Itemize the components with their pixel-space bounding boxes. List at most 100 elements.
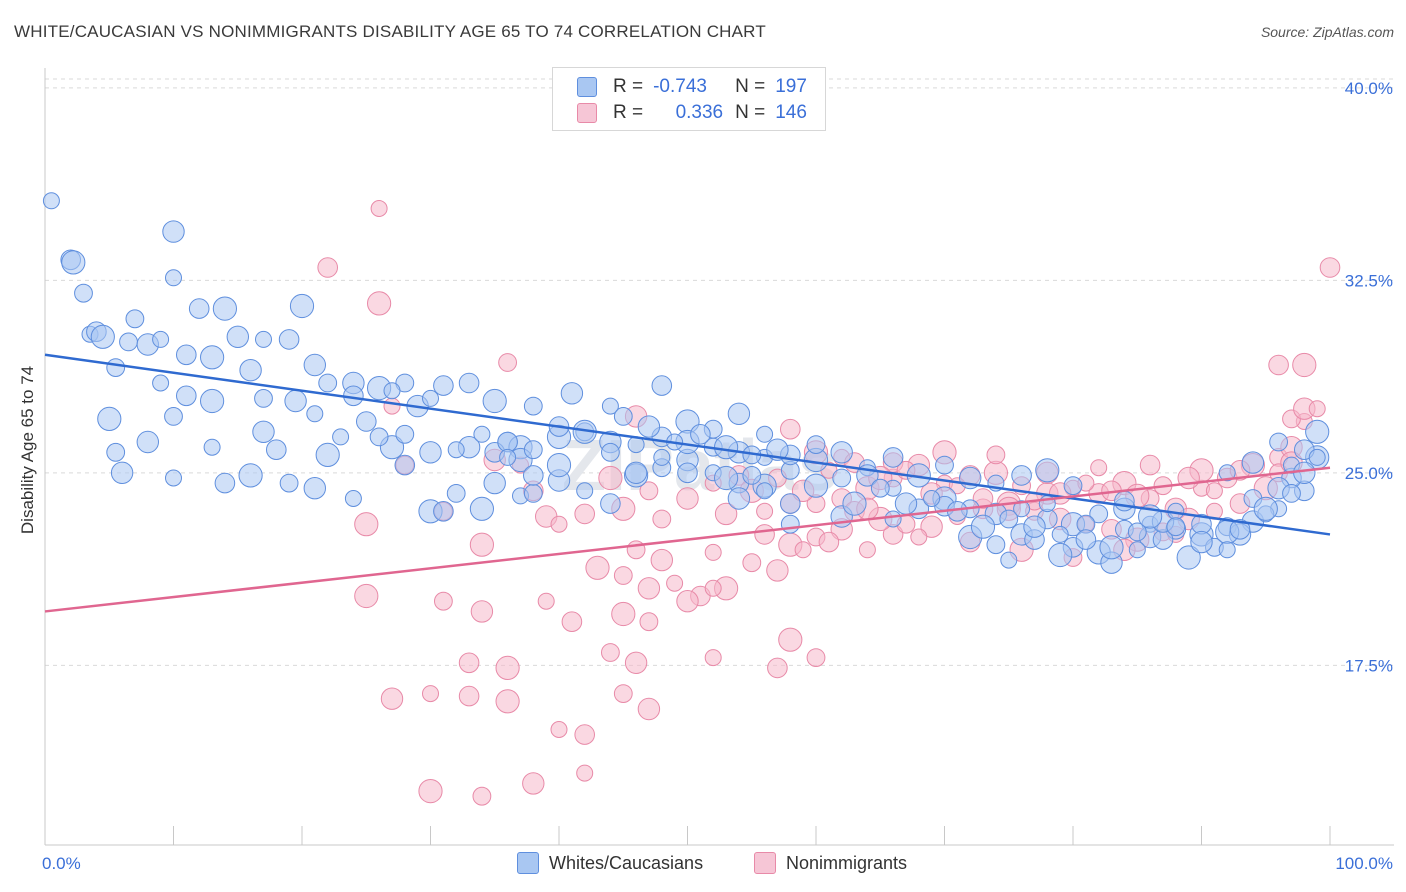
legend-r-label: R = xyxy=(613,76,644,97)
whites-point xyxy=(601,442,620,462)
whites-point xyxy=(637,415,661,438)
whites-point xyxy=(152,330,170,348)
whites-point xyxy=(601,397,619,415)
nonimmigrants-point xyxy=(637,577,661,600)
whites-point xyxy=(546,453,572,478)
nonimmigrants-point xyxy=(317,257,339,278)
nonimmigrants-point xyxy=(458,652,480,674)
source-label: Source: ZipAtlas.com xyxy=(1260,24,1394,40)
whites-point xyxy=(999,509,1019,529)
nonimmigrants-point xyxy=(561,611,583,633)
whites-point xyxy=(935,455,954,475)
nonimmigrants-point xyxy=(818,531,840,553)
whites-point xyxy=(1241,451,1265,474)
nonimmigrants-point xyxy=(920,515,943,538)
legend-swatch-whites xyxy=(577,77,597,97)
whites-point xyxy=(303,477,326,500)
nonimmigrants-point xyxy=(434,591,453,611)
whites-point xyxy=(200,388,225,414)
whites-point xyxy=(394,454,416,476)
whites-point xyxy=(152,374,170,392)
nonimmigrants-point xyxy=(639,612,659,632)
legend-n-value-nonimmigrants: 146 xyxy=(775,102,807,123)
whites-point xyxy=(289,293,315,319)
whites-point xyxy=(499,448,517,466)
whites-point xyxy=(214,472,236,494)
whites-point xyxy=(165,269,182,287)
whites-point xyxy=(1293,461,1316,484)
whites-point xyxy=(165,469,182,487)
whites-point xyxy=(523,440,543,460)
whites-point xyxy=(356,411,377,432)
y-tick-label: 40.0% xyxy=(1345,79,1393,98)
whites-point xyxy=(690,424,711,445)
whites-point xyxy=(483,471,506,495)
whites-point xyxy=(894,492,918,515)
whites-point xyxy=(780,493,801,514)
nonimmigrants-point xyxy=(794,541,812,559)
nonimmigrants-trend-line xyxy=(44,466,1331,613)
legend-n-label: N = xyxy=(735,76,766,97)
whites-point xyxy=(238,463,263,488)
whites-point xyxy=(523,465,544,486)
whites-point xyxy=(1011,465,1032,486)
whites-point xyxy=(1308,448,1326,466)
whites-point xyxy=(523,484,543,503)
nonimmigrants-point xyxy=(858,541,876,559)
nonimmigrants-point xyxy=(472,786,492,806)
series-legend-nonimmigrants: Nonimmigrants xyxy=(754,852,907,874)
nonimmigrants-point xyxy=(1090,459,1108,477)
nonimmigrants-point xyxy=(754,524,775,545)
whites-point xyxy=(61,250,86,275)
nonimmigrants-point xyxy=(1268,354,1289,376)
whites-point xyxy=(651,375,673,396)
whites-point xyxy=(395,373,415,393)
whites-point xyxy=(727,402,751,425)
whites-point xyxy=(90,324,115,349)
whites-point xyxy=(1305,419,1330,444)
nonimmigrants-point xyxy=(704,649,722,667)
nonimmigrants-point xyxy=(806,648,826,667)
nonimmigrants-point xyxy=(1308,400,1326,418)
whites-point xyxy=(1051,525,1069,543)
whites-point xyxy=(1089,504,1109,524)
nonimmigrants-point xyxy=(370,200,388,217)
whites-point xyxy=(1128,541,1146,559)
whites-point xyxy=(74,283,93,303)
x-tick-label-end: 100.0% xyxy=(1335,854,1393,873)
whites-point xyxy=(1282,484,1301,503)
whites-point xyxy=(1063,476,1083,496)
nonimmigrants-point xyxy=(495,689,520,714)
y-tick-label: 17.5% xyxy=(1345,656,1393,675)
whites-point xyxy=(239,359,262,382)
nonimmigrants-point xyxy=(972,488,994,509)
nonimmigrants-point xyxy=(704,579,722,597)
nonimmigrants-point xyxy=(576,764,594,782)
whites-point xyxy=(255,330,272,348)
whites-point xyxy=(1166,517,1186,537)
nonimmigrants-point xyxy=(637,697,661,721)
nonimmigrants-point xyxy=(639,481,659,501)
y-tick-label: 25.0% xyxy=(1345,464,1393,483)
whites-point xyxy=(254,389,273,408)
x-tick-label-start: 0.0% xyxy=(42,854,81,873)
nonimmigrants-point xyxy=(676,590,699,613)
whites-point xyxy=(727,487,751,510)
whites-point xyxy=(188,298,210,319)
nonimmigrants-point xyxy=(756,502,774,520)
whites-point xyxy=(1218,541,1236,559)
whites-point xyxy=(164,407,183,426)
whites-point xyxy=(176,344,197,366)
legend-r-value-nonimmigrants: 0.336 xyxy=(675,102,724,123)
whites-point xyxy=(653,448,671,466)
y-tick-label: 32.5% xyxy=(1345,271,1393,290)
whites-point xyxy=(422,389,439,407)
whites-point xyxy=(714,465,739,491)
nonimmigrants-point xyxy=(704,543,722,561)
whites-point xyxy=(176,385,197,407)
whites-point xyxy=(203,438,221,456)
nonimmigrants-point xyxy=(624,651,648,674)
nonimmigrants-point xyxy=(522,772,545,795)
nonimmigrants-point xyxy=(742,553,762,573)
whites-point xyxy=(136,430,160,454)
